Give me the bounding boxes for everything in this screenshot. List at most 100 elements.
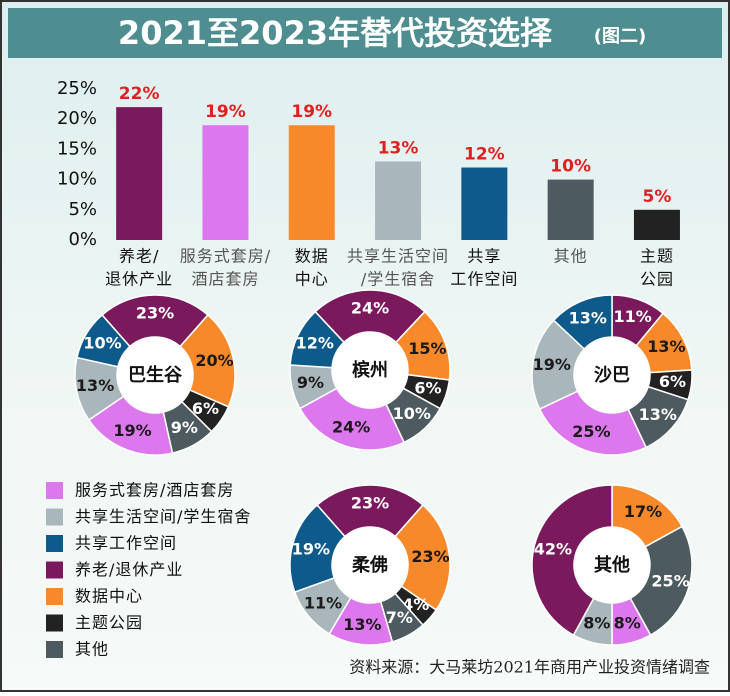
donut-slice — [538, 390, 648, 456]
bar — [547, 179, 594, 240]
legend-label: 共享生活空间/学生宿舍 — [75, 507, 251, 526]
donut-title: 巴生谷 — [128, 364, 183, 386]
slice-label: 24% — [351, 299, 389, 318]
x-tick-label: 退休产业 — [105, 270, 173, 289]
donut-slice — [298, 387, 406, 451]
slice-label: 13% — [343, 615, 381, 634]
title: 2021至2023年替代投资选择 — [118, 14, 553, 52]
legend-swatch — [46, 614, 63, 632]
source: 资料来源：大马莱坊2021年商用产业投资情绪调查 — [349, 658, 710, 677]
legend-swatch — [46, 641, 63, 658]
slice-label: 13% — [569, 309, 607, 328]
slice-label: 11% — [614, 307, 652, 326]
slice-label: 10% — [393, 404, 431, 423]
donut-slice — [629, 525, 693, 637]
x-tick-label: 共享生活空间 — [347, 247, 449, 266]
slice-label: 13% — [639, 405, 677, 424]
x-tick-label: 主题 — [640, 247, 674, 266]
slice-label: 12% — [296, 334, 334, 353]
donut-title: 柔佛 — [352, 554, 388, 576]
donut-hole — [118, 338, 192, 412]
slice-label: 23% — [351, 494, 389, 513]
data-label: 19% — [291, 102, 332, 122]
bar — [288, 125, 335, 240]
donut-slice — [289, 503, 346, 594]
legend-swatch — [46, 588, 63, 605]
legend-swatch — [46, 561, 63, 579]
slice-label: 15% — [408, 339, 446, 358]
donut-slice — [531, 484, 613, 637]
donut-slice — [552, 294, 613, 351]
slice-label: 19% — [533, 355, 571, 374]
x-tick-label: 养老/ — [119, 247, 159, 266]
x-tick-label: 数据 — [295, 247, 329, 266]
bar — [461, 167, 508, 240]
x-tick-label: /学生宿舍 — [361, 270, 435, 289]
data-label: 13% — [378, 138, 419, 158]
donut-hole — [575, 528, 649, 602]
slice-label: 8% — [583, 614, 610, 633]
legend-swatch — [46, 482, 63, 499]
donut-slice — [101, 294, 209, 348]
donut-title: 其他 — [594, 554, 630, 576]
slice-label: 9% — [171, 418, 198, 437]
data-label: 22% — [119, 84, 160, 104]
y-tick-label: 15% — [57, 138, 97, 159]
donut-slice — [316, 484, 424, 538]
bar — [375, 161, 422, 240]
bar — [202, 125, 249, 240]
legend-label: 其他 — [75, 640, 109, 659]
bar — [116, 107, 163, 241]
data-label: 12% — [464, 145, 505, 165]
data-label: 5% — [643, 187, 672, 207]
x-tick-label: 其他 — [554, 247, 588, 266]
slice-label: 25% — [572, 422, 610, 441]
slice-label: 6% — [414, 378, 441, 397]
donut-slice — [394, 503, 451, 612]
slice-label: 25% — [651, 572, 689, 591]
legend-label: 服务式套房/酒店套房 — [75, 481, 234, 500]
y-tick-label: 20% — [57, 108, 97, 129]
donut-slice — [76, 313, 131, 368]
slice-label: 10% — [83, 333, 121, 352]
slice-label: 6% — [192, 399, 219, 418]
legend-label: 数据中心 — [75, 587, 143, 606]
x-tick-label: 公园 — [640, 270, 674, 289]
figure-label: (图二) — [594, 26, 646, 47]
donut-title: 沙巴 — [594, 365, 630, 386]
legend-label: 主题公园 — [75, 613, 143, 632]
slice-label: 8% — [614, 614, 641, 633]
slice-label: 6% — [659, 372, 686, 391]
donut-slice — [314, 289, 426, 344]
y-tick-label: 10% — [57, 169, 97, 190]
x-tick-label: 酒店套房 — [191, 270, 259, 289]
bar — [633, 209, 680, 240]
slice-label: 11% — [304, 593, 342, 612]
y-tick-label: 25% — [57, 78, 97, 99]
legend-label: 养老/退休产业 — [75, 560, 183, 579]
donut-hole — [333, 333, 407, 407]
slice-label: 20% — [195, 351, 233, 370]
donut-slice — [289, 310, 346, 369]
x-tick-label: 共享 — [467, 247, 501, 266]
slice-label: 7% — [386, 608, 413, 627]
slice-label: 23% — [136, 304, 174, 323]
y-tick-label: 0% — [68, 229, 97, 250]
donut-hole — [575, 338, 649, 412]
donut-hole — [333, 528, 407, 602]
legend-swatch — [46, 508, 63, 526]
x-tick-label: 工作空间 — [450, 270, 518, 289]
slice-label: 13% — [76, 376, 114, 395]
slice-label: 23% — [411, 547, 449, 566]
slice-label: 13% — [647, 337, 685, 356]
data-label: 10% — [550, 157, 591, 177]
x-tick-label: 服务式套房/ — [180, 247, 271, 266]
slice-label: 17% — [624, 502, 662, 521]
legend-label: 共享工作空间 — [75, 534, 177, 553]
slice-label: 24% — [332, 418, 370, 437]
x-tick-label: 中心 — [295, 270, 329, 289]
slice-label: 42% — [534, 539, 572, 558]
title-bar — [8, 8, 722, 58]
slice-label: 19% — [113, 421, 151, 440]
